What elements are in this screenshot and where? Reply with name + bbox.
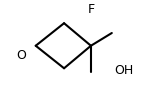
Text: O: O <box>16 49 26 62</box>
Text: F: F <box>87 3 95 16</box>
Text: OH: OH <box>114 64 133 77</box>
